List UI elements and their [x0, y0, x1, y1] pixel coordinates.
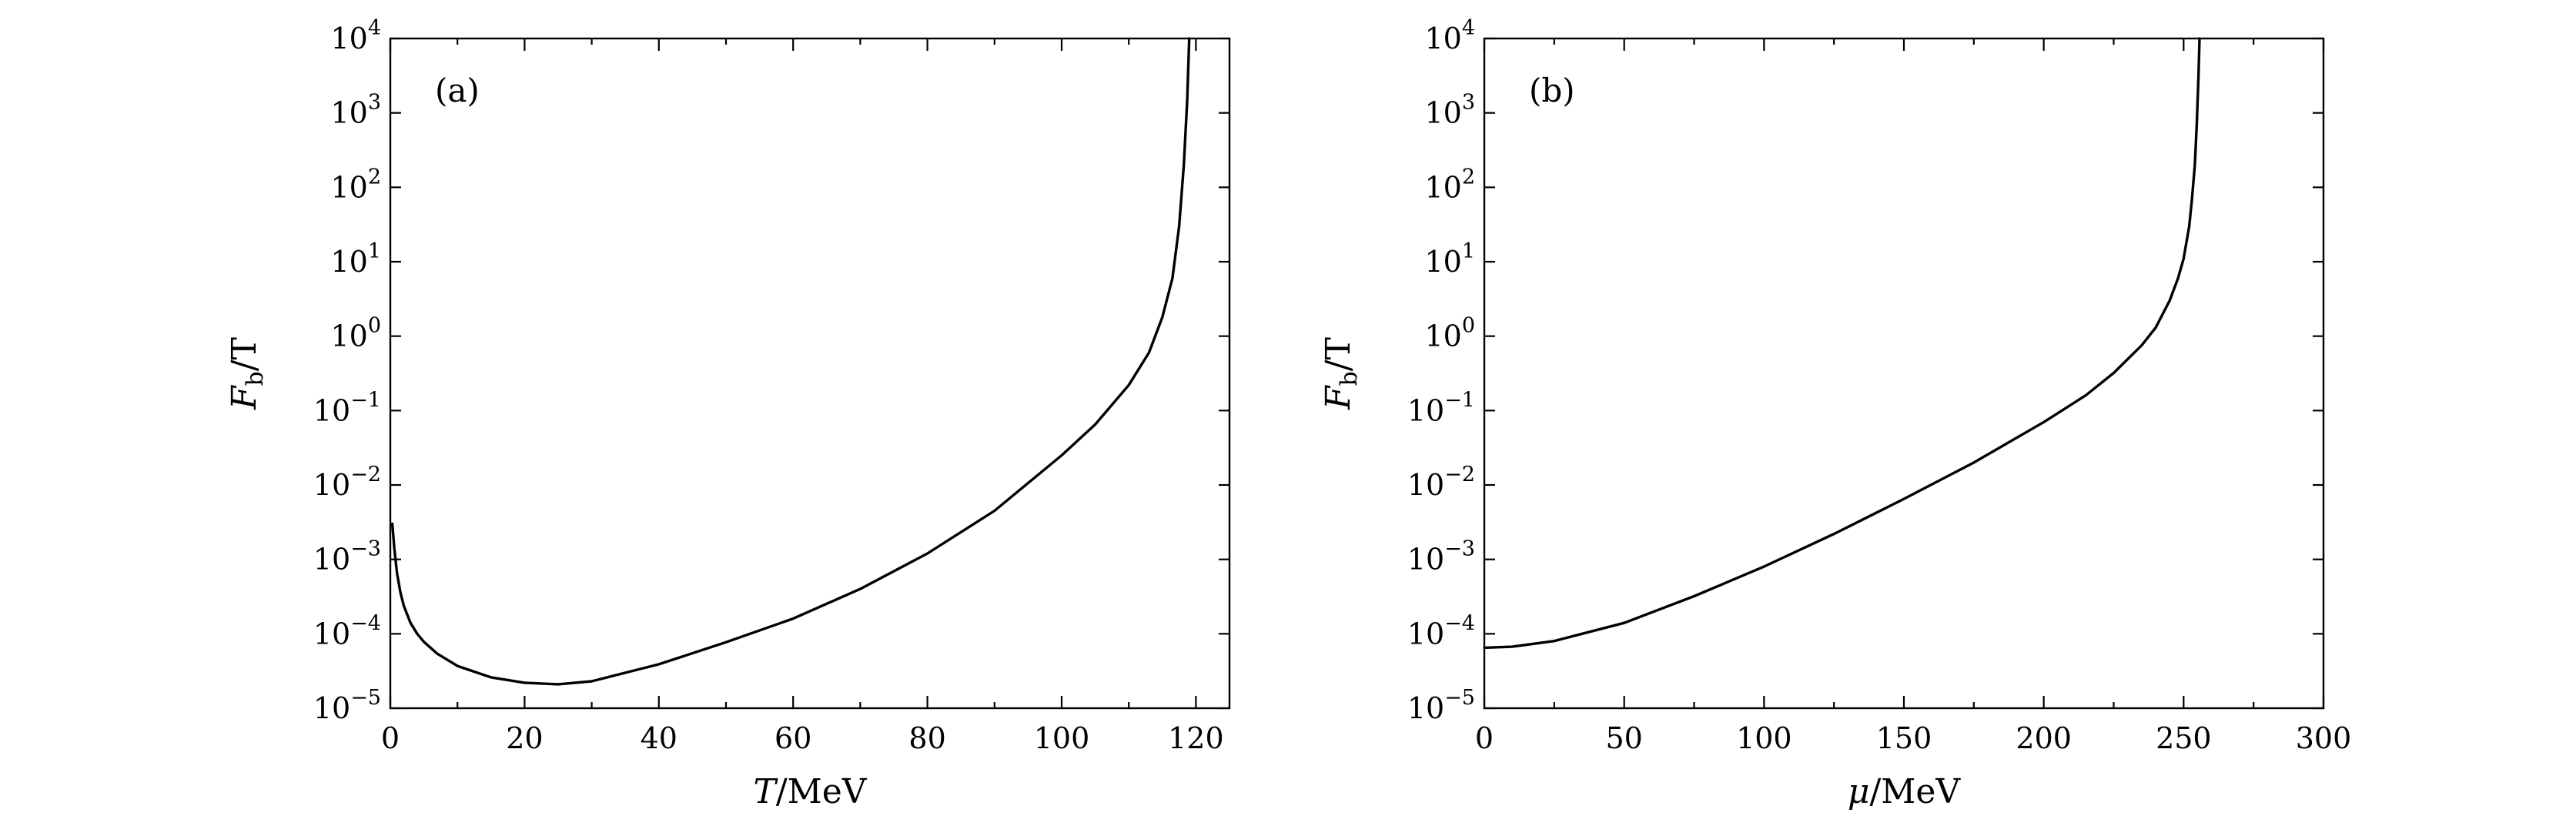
y-tick-exponent: 0 [1462, 314, 1475, 338]
x-tick-label: 250 [2156, 721, 2212, 755]
y-tick-base: 10 [313, 393, 350, 427]
x-axis-variable: T [753, 772, 778, 811]
y-tick-exponent: −1 [1444, 388, 1475, 412]
y-tick-exponent: 3 [368, 91, 381, 115]
x-axis-unit: /MeV [1869, 772, 1961, 811]
y-tick-exponent: 1 [1462, 239, 1475, 263]
x-tick-label: 100 [1736, 721, 1792, 755]
y-tick-label: 103 [330, 91, 381, 130]
y-tick-base: 10 [1424, 170, 1461, 204]
y-tick-label: 103 [1424, 91, 1475, 130]
x-tick-label: 0 [381, 721, 400, 755]
y-tick-base: 10 [313, 543, 350, 577]
y-tick-exponent: −5 [350, 686, 381, 710]
y-axis-subscript: b [1336, 371, 1363, 386]
y-tick-label: 10−1 [1407, 388, 1475, 427]
y-axis-unit: /T [1319, 337, 1358, 371]
x-axis-title: T/MeV [753, 772, 867, 811]
y-tick-label: 104 [330, 16, 381, 55]
y-tick-exponent: 0 [368, 314, 381, 338]
y-tick-label: 10−1 [313, 388, 381, 427]
plot-area-frame [389, 37, 1231, 710]
y-tick-base: 10 [1407, 691, 1444, 725]
y-tick-base: 10 [330, 22, 367, 55]
y-tick-exponent: −3 [350, 537, 381, 561]
y-tick-label: 100 [330, 314, 381, 353]
y-axis-variable: F [1319, 385, 1358, 410]
y-tick-exponent: 4 [1462, 16, 1475, 40]
y-tick-base: 10 [1424, 245, 1461, 279]
y-tick-exponent: −3 [1444, 537, 1475, 561]
y-tick-base: 10 [1407, 393, 1444, 427]
y-tick-base: 10 [1424, 22, 1461, 55]
plot-area-frame [1483, 37, 2325, 710]
x-tick-label: 150 [1876, 721, 1932, 755]
panel-label: (a) [435, 72, 480, 109]
y-tick-label: 10−2 [1407, 463, 1475, 502]
y-tick-label: 100 [1424, 314, 1475, 353]
y-tick-label: 101 [1424, 239, 1475, 279]
x-tick-label: 200 [2016, 721, 2072, 755]
x-tick-label: 100 [1034, 721, 1090, 755]
y-tick-label: 10−4 [313, 611, 381, 650]
y-tick-base: 10 [330, 319, 367, 353]
y-tick-base: 10 [1407, 543, 1444, 577]
x-tick-label: 80 [908, 721, 945, 755]
y-tick-base: 10 [313, 468, 350, 502]
y-tick-base: 10 [330, 245, 367, 279]
y-tick-base: 10 [313, 617, 350, 650]
x-tick-label: 120 [1168, 721, 1224, 755]
y-tick-base: 10 [313, 691, 350, 725]
y-tick-exponent: −4 [1444, 611, 1475, 635]
x-tick-label: 20 [506, 721, 543, 755]
y-axis-unit: /T [225, 337, 264, 371]
y-tick-base: 10 [330, 96, 367, 130]
x-axis-unit: /MeV [776, 772, 868, 811]
x-axis-title: μ/MeV [1848, 772, 1962, 811]
y-tick-label: 102 [1424, 165, 1475, 204]
y-tick-exponent: 2 [1462, 165, 1475, 189]
x-axis-variable: μ [1848, 772, 1870, 811]
y-tick-base: 10 [1407, 468, 1444, 502]
y-tick-exponent: −2 [350, 463, 381, 487]
y-axis-title: Fb/T [225, 337, 269, 410]
y-axis-subscript: b [242, 371, 269, 386]
x-tick-label: 40 [641, 721, 677, 755]
y-tick-exponent: −2 [1444, 463, 1475, 487]
y-tick-label: 10−2 [313, 463, 381, 502]
y-tick-exponent: −5 [1444, 686, 1475, 710]
x-tick-label: 300 [2296, 721, 2352, 755]
y-tick-label: 101 [330, 239, 381, 279]
y-tick-exponent: 1 [368, 239, 381, 263]
y-tick-base: 10 [1407, 617, 1444, 650]
y-tick-exponent: 2 [368, 165, 381, 189]
y-tick-base: 10 [330, 170, 367, 204]
y-tick-exponent: −1 [350, 388, 381, 412]
x-tick-label: 50 [1605, 721, 1642, 755]
panel-label: (b) [1529, 72, 1575, 109]
x-tick-label: 60 [774, 721, 811, 755]
y-axis-variable: F [225, 385, 264, 410]
y-tick-label: 10−3 [313, 537, 381, 577]
data-curve [1483, 37, 2201, 650]
y-tick-label: 104 [1424, 16, 1475, 55]
y-tick-label: 102 [330, 165, 381, 204]
y-tick-label: 10−3 [1407, 537, 1475, 577]
y-tick-label: 10−4 [1407, 611, 1475, 650]
y-tick-exponent: 3 [1462, 91, 1475, 115]
y-tick-exponent: 4 [368, 16, 381, 40]
data-curve [390, 37, 1191, 686]
y-tick-base: 10 [1424, 96, 1461, 130]
y-tick-label: 10−5 [313, 686, 381, 725]
y-tick-base: 10 [1424, 319, 1461, 353]
x-tick-label: 0 [1475, 721, 1494, 755]
y-tick-label: 10−5 [1407, 686, 1475, 725]
y-tick-exponent: −4 [350, 611, 381, 635]
y-axis-title: Fb/T [1319, 337, 1363, 410]
